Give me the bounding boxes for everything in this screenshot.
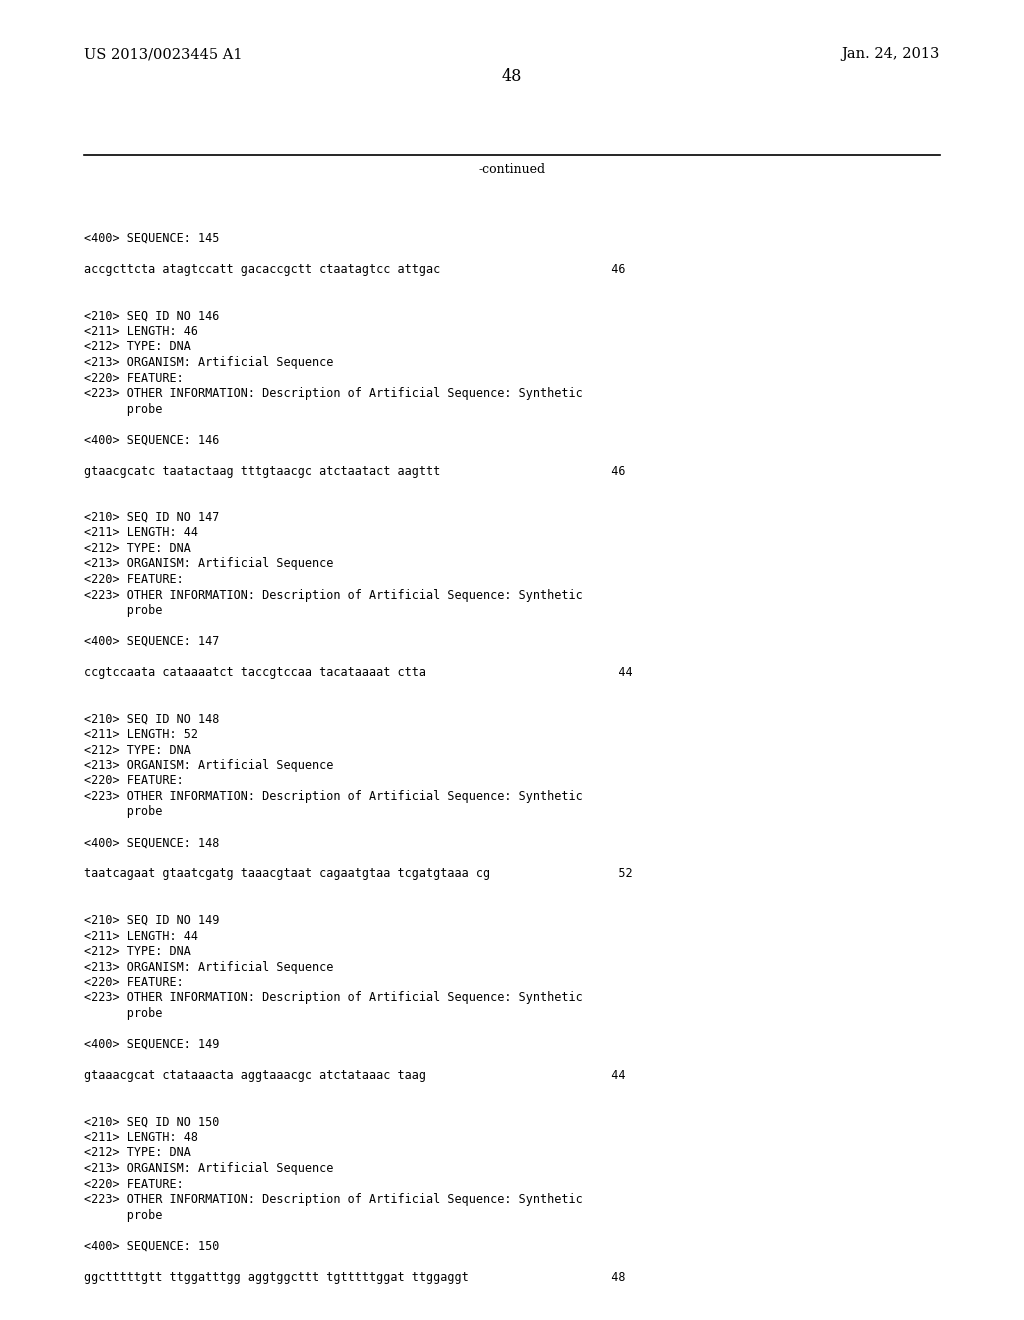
Text: <223> OTHER INFORMATION: Description of Artificial Sequence: Synthetic: <223> OTHER INFORMATION: Description of …: [84, 589, 583, 602]
Text: probe: probe: [84, 805, 163, 818]
Text: <210> SEQ ID NO 149: <210> SEQ ID NO 149: [84, 913, 219, 927]
Text: <220> FEATURE:: <220> FEATURE:: [84, 975, 183, 989]
Text: <211> LENGTH: 46: <211> LENGTH: 46: [84, 325, 198, 338]
Text: <220> FEATURE:: <220> FEATURE:: [84, 775, 183, 788]
Text: <211> LENGTH: 48: <211> LENGTH: 48: [84, 1131, 198, 1144]
Text: accgcttcta atagtccatt gacaccgctt ctaatagtcc attgac                        46: accgcttcta atagtccatt gacaccgctt ctaatag…: [84, 263, 626, 276]
Text: <211> LENGTH: 52: <211> LENGTH: 52: [84, 729, 198, 741]
Text: <400> SEQUENCE: 145: <400> SEQUENCE: 145: [84, 232, 219, 246]
Text: gtaacgcatc taatactaag tttgtaacgc atctaatact aagttt                        46: gtaacgcatc taatactaag tttgtaacgc atctaat…: [84, 465, 626, 478]
Text: <213> ORGANISM: Artificial Sequence: <213> ORGANISM: Artificial Sequence: [84, 557, 334, 570]
Text: US 2013/0023445 A1: US 2013/0023445 A1: [84, 48, 243, 61]
Text: -continued: -continued: [478, 162, 546, 176]
Text: 48: 48: [502, 69, 522, 84]
Text: <211> LENGTH: 44: <211> LENGTH: 44: [84, 929, 198, 942]
Text: <223> OTHER INFORMATION: Description of Artificial Sequence: Synthetic: <223> OTHER INFORMATION: Description of …: [84, 387, 583, 400]
Text: <212> TYPE: DNA: <212> TYPE: DNA: [84, 1147, 190, 1159]
Text: <220> FEATURE:: <220> FEATURE:: [84, 1177, 183, 1191]
Text: <211> LENGTH: 44: <211> LENGTH: 44: [84, 527, 198, 540]
Text: <400> SEQUENCE: 146: <400> SEQUENCE: 146: [84, 433, 219, 446]
Text: <400> SEQUENCE: 148: <400> SEQUENCE: 148: [84, 837, 219, 850]
Text: <212> TYPE: DNA: <212> TYPE: DNA: [84, 945, 190, 958]
Text: ccgtccaata cataaaatct taccgtccaa tacataaaat ctta                           44: ccgtccaata cataaaatct taccgtccaa tacataa…: [84, 667, 633, 678]
Text: <213> ORGANISM: Artificial Sequence: <213> ORGANISM: Artificial Sequence: [84, 1162, 334, 1175]
Text: <220> FEATURE:: <220> FEATURE:: [84, 371, 183, 384]
Text: <210> SEQ ID NO 148: <210> SEQ ID NO 148: [84, 713, 219, 726]
Text: <210> SEQ ID NO 147: <210> SEQ ID NO 147: [84, 511, 219, 524]
Text: probe: probe: [84, 1007, 163, 1020]
Text: probe: probe: [84, 605, 163, 616]
Text: <210> SEQ ID NO 150: <210> SEQ ID NO 150: [84, 1115, 219, 1129]
Text: gtaaacgcat ctataaacta aggtaaacgc atctataaac taag                          44: gtaaacgcat ctataaacta aggtaaacgc atctata…: [84, 1069, 626, 1082]
Text: <210> SEQ ID NO 146: <210> SEQ ID NO 146: [84, 309, 219, 322]
Text: <223> OTHER INFORMATION: Description of Artificial Sequence: Synthetic: <223> OTHER INFORMATION: Description of …: [84, 789, 583, 803]
Text: <220> FEATURE:: <220> FEATURE:: [84, 573, 183, 586]
Text: ggctttttgtt ttggatttgg aggtggcttt tgtttttggat ttggaggt                    48: ggctttttgtt ttggatttgg aggtggcttt tgtttt…: [84, 1270, 626, 1283]
Text: probe: probe: [84, 403, 163, 416]
Text: <213> ORGANISM: Artificial Sequence: <213> ORGANISM: Artificial Sequence: [84, 961, 334, 974]
Text: <223> OTHER INFORMATION: Description of Artificial Sequence: Synthetic: <223> OTHER INFORMATION: Description of …: [84, 991, 583, 1005]
Text: <213> ORGANISM: Artificial Sequence: <213> ORGANISM: Artificial Sequence: [84, 356, 334, 370]
Text: <400> SEQUENCE: 149: <400> SEQUENCE: 149: [84, 1038, 219, 1051]
Text: probe: probe: [84, 1209, 163, 1221]
Text: <400> SEQUENCE: 147: <400> SEQUENCE: 147: [84, 635, 219, 648]
Text: <212> TYPE: DNA: <212> TYPE: DNA: [84, 341, 190, 354]
Text: <212> TYPE: DNA: <212> TYPE: DNA: [84, 543, 190, 554]
Text: <213> ORGANISM: Artificial Sequence: <213> ORGANISM: Artificial Sequence: [84, 759, 334, 772]
Text: <212> TYPE: DNA: <212> TYPE: DNA: [84, 743, 190, 756]
Text: <223> OTHER INFORMATION: Description of Artificial Sequence: Synthetic: <223> OTHER INFORMATION: Description of …: [84, 1193, 583, 1206]
Text: <400> SEQUENCE: 150: <400> SEQUENCE: 150: [84, 1239, 219, 1253]
Text: taatcagaat gtaatcgatg taaacgtaat cagaatgtaa tcgatgtaaa cg                  52: taatcagaat gtaatcgatg taaacgtaat cagaatg…: [84, 867, 633, 880]
Text: Jan. 24, 2013: Jan. 24, 2013: [842, 48, 940, 61]
